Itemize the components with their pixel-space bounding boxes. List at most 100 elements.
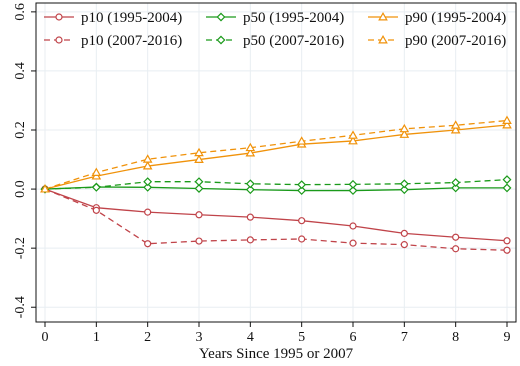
data-point	[142, 161, 153, 170]
data-point	[245, 179, 255, 189]
data-point	[91, 167, 102, 176]
data-point	[194, 147, 204, 157]
data-point	[144, 208, 152, 216]
data-point	[143, 182, 153, 192]
data-point	[451, 183, 461, 193]
plot-frame	[35, 2, 517, 323]
legend-label: p90 (1995-2004)	[405, 10, 506, 26]
series-line	[44, 178, 508, 190]
y-tick-label: 0.4	[13, 62, 28, 80]
legend-swatch-marker	[216, 12, 226, 22]
data-point	[245, 142, 256, 152]
legend-label: p90 (2007-2016)	[405, 33, 506, 49]
data-point	[502, 175, 512, 185]
series-lines	[40, 115, 512, 254]
legend-item: p10 (2007-2016)	[44, 33, 182, 49]
legend-swatch-marker	[55, 13, 63, 21]
data-point	[503, 246, 511, 254]
data-point	[348, 130, 358, 139]
data-point	[297, 186, 307, 196]
data-point	[399, 185, 409, 195]
data-point	[399, 123, 410, 133]
series-line	[44, 119, 508, 190]
data-point	[143, 177, 153, 187]
series-line	[44, 188, 508, 251]
data-point	[92, 206, 100, 214]
data-point	[297, 180, 307, 190]
y-tick-label: 0.2	[13, 121, 28, 139]
x-tick-label: 7	[401, 330, 408, 345]
data-point	[399, 129, 410, 138]
data-point	[400, 241, 408, 249]
series-2	[40, 119, 512, 193]
data-point	[91, 182, 101, 192]
legend-swatch-marker	[55, 36, 63, 44]
y-tick-label: -0.4	[13, 296, 28, 318]
x-tick-label: 5	[298, 330, 305, 345]
legend-swatch-marker	[378, 11, 388, 21]
data-point	[400, 229, 408, 237]
data-point	[195, 211, 203, 219]
data-point	[298, 235, 306, 243]
data-point	[502, 115, 512, 125]
data-point	[452, 245, 460, 253]
data-point	[246, 213, 254, 221]
x-tick-label: 6	[350, 330, 357, 345]
legend-item: p10 (1995-2004)	[44, 10, 182, 26]
legend-swatch-marker	[378, 34, 388, 44]
data-point	[246, 236, 254, 244]
data-point	[451, 178, 461, 188]
legend-item: p50 (1995-2004)	[206, 10, 344, 26]
data-point	[348, 186, 358, 196]
series-line	[44, 186, 507, 192]
data-point	[142, 154, 153, 163]
x-tick-label: 1	[93, 330, 100, 345]
x-tick-label: 3	[196, 330, 203, 345]
y-tick-label: -0.2	[13, 237, 28, 259]
data-point	[450, 120, 461, 129]
data-point	[245, 185, 255, 195]
data-point	[298, 217, 306, 225]
data-point	[348, 135, 358, 145]
data-point	[399, 179, 409, 189]
series-5	[40, 115, 512, 193]
x-tick-label: 0	[42, 330, 49, 345]
x-tick-label: 8	[452, 330, 459, 345]
data-point	[503, 237, 511, 245]
data-point	[296, 136, 307, 145]
data-point	[502, 119, 512, 129]
x-tick-label: 9	[504, 330, 511, 345]
data-point	[194, 154, 204, 163]
data-point	[502, 183, 512, 193]
data-point	[194, 177, 204, 187]
legend-item: p50 (2007-2016)	[206, 33, 344, 49]
series-line	[44, 188, 508, 242]
data-point	[452, 233, 460, 241]
legend: p10 (1995-2004) p50 (1995-2004) p90 (1995-…	[44, 10, 506, 49]
data-point	[40, 184, 50, 193]
legend-label: p50 (2007-2016)	[243, 33, 344, 49]
legend-item: p90 (1995-2004)	[368, 10, 506, 26]
y-tick-label: 0.0	[13, 180, 28, 198]
data-point	[194, 184, 204, 193]
data-point	[349, 239, 357, 247]
axes: 0 1 2 3 4 5 6 7 8 9 -0.4 -0.2 0.0 0.2 0.4 0.6	[13, 2, 517, 345]
data-point	[349, 222, 357, 230]
legend-label: p10 (2007-2016)	[81, 33, 182, 49]
legend-item: p90 (2007-2016)	[368, 33, 506, 49]
data-point	[348, 179, 358, 189]
data-point	[245, 148, 256, 157]
legend-swatch-marker	[216, 35, 226, 45]
x-axis-label: Years Since 1995 or 2007	[199, 346, 354, 362]
legend-label: p50 (1995-2004)	[243, 10, 344, 26]
data-point	[450, 124, 461, 134]
x-tick-label: 4	[247, 330, 254, 345]
series-4	[40, 175, 512, 194]
grid	[36, 3, 516, 322]
data-point	[144, 240, 152, 248]
data-point	[195, 237, 203, 245]
x-tick-label: 2	[144, 330, 151, 345]
y-tick-label: 0.6	[13, 3, 28, 21]
series-3	[41, 185, 511, 254]
